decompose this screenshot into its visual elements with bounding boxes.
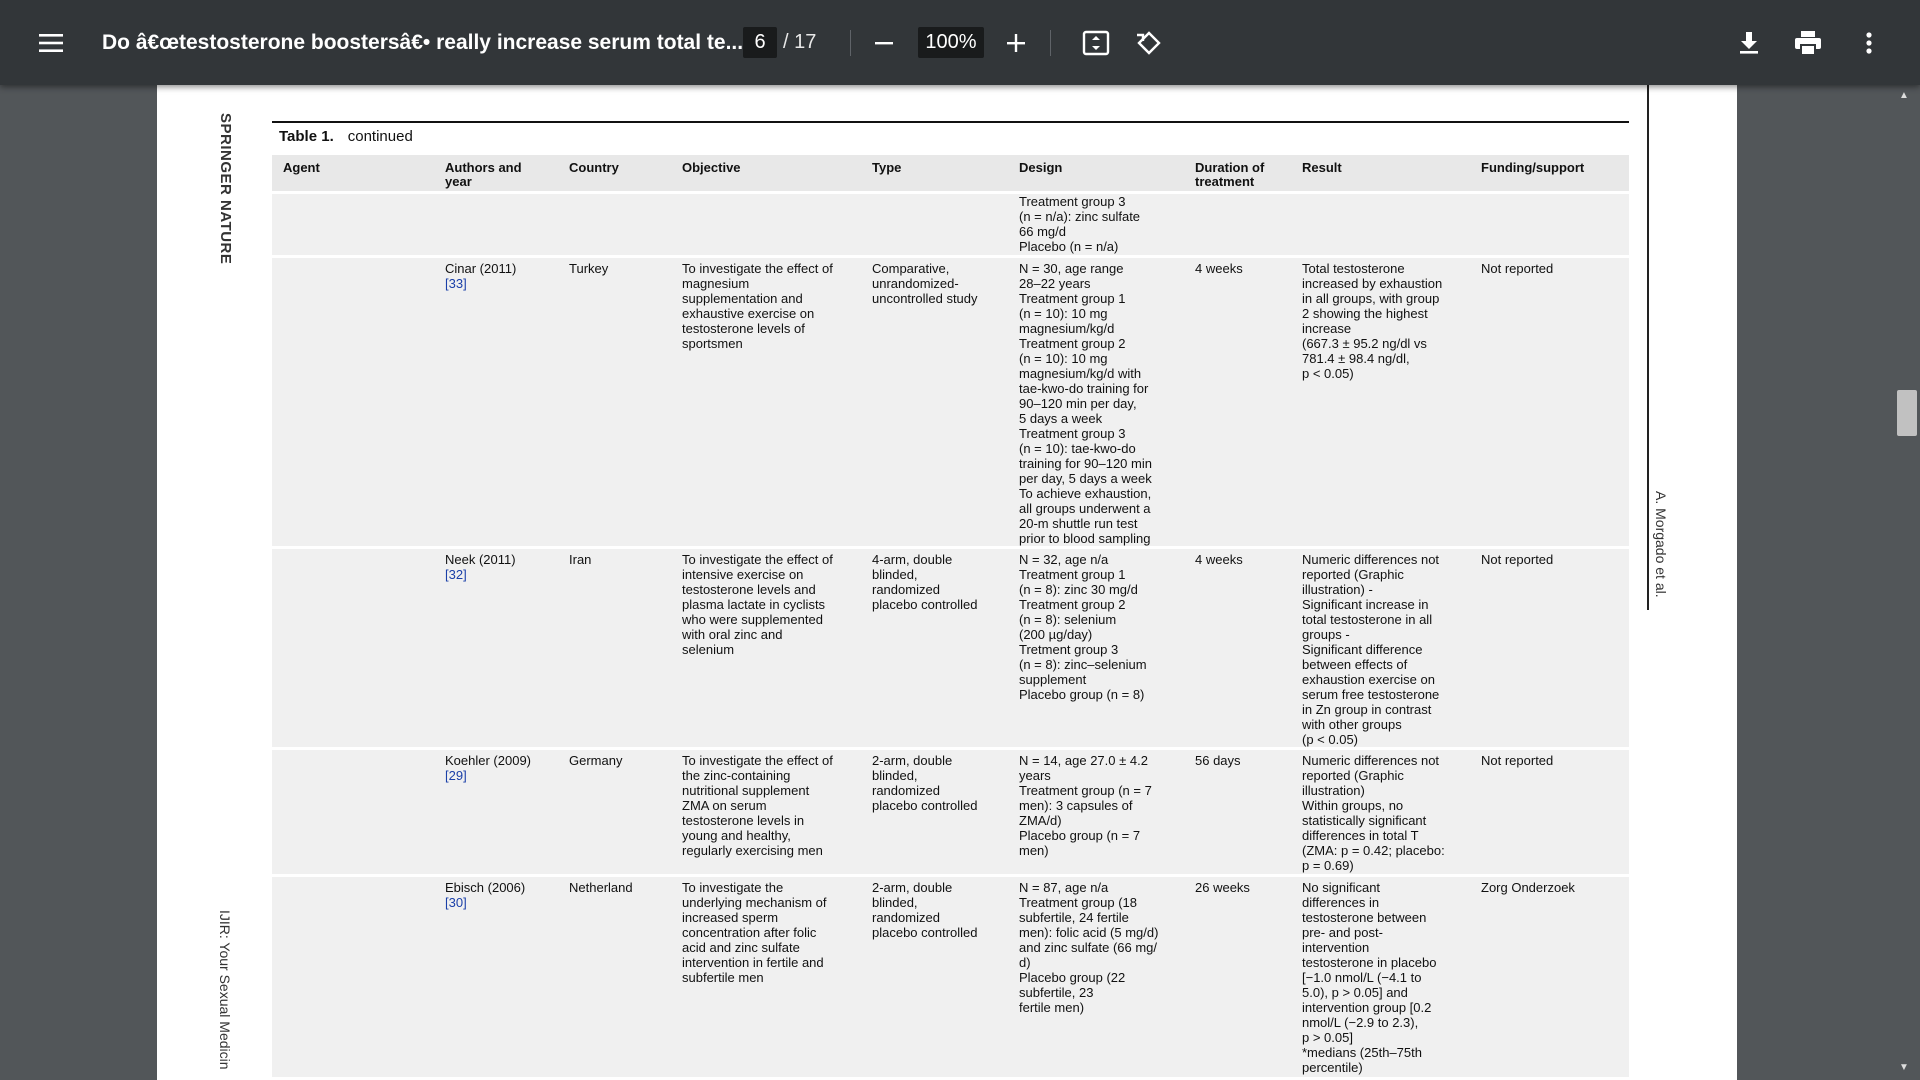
header-funding: Funding/support bbox=[1481, 160, 1585, 175]
header-country: Country bbox=[569, 160, 619, 175]
studies-table: Agent Authors and year Country Objective… bbox=[272, 155, 1629, 1077]
publisher-label: SPRINGER NATURE bbox=[217, 113, 234, 265]
reference-link[interactable]: [29] bbox=[445, 768, 467, 783]
cell-objective: To investigate the effect of intensive e… bbox=[682, 552, 833, 657]
page-number-input[interactable]: 6 bbox=[743, 27, 777, 58]
print-icon bbox=[1795, 30, 1821, 56]
toolbar-divider bbox=[850, 30, 851, 56]
pdf-page: SPRINGER NATURE IJIR: Your Sexual Medici… bbox=[157, 85, 1737, 1080]
author-name: Koehler (2009) bbox=[445, 753, 531, 768]
pdf-toolbar: Do â€œtestosterone boostersâ€• really in… bbox=[0, 0, 1920, 85]
document-title: Do â€œtestosterone boostersâ€• really in… bbox=[102, 30, 744, 54]
reference-link[interactable]: [33] bbox=[445, 276, 467, 291]
author-name: Cinar (2011) bbox=[445, 261, 517, 276]
cell-objective: To investigate the effect of the zinc-co… bbox=[682, 753, 833, 858]
download-icon bbox=[1740, 31, 1758, 54]
toolbar-divider bbox=[1050, 30, 1051, 56]
cell-duration: 26 weeks bbox=[1195, 880, 1250, 895]
print-button[interactable] bbox=[1790, 0, 1826, 85]
table-caption: Table 1. continued bbox=[279, 128, 413, 145]
zoom-out-icon bbox=[875, 41, 893, 44]
cell-authors: Neek (2011) [32] bbox=[445, 552, 516, 582]
cell-objective: To investigate the effect of magnesium s… bbox=[682, 261, 833, 351]
cell-country: Germany bbox=[569, 753, 623, 768]
table-caption-label: Table 1. bbox=[279, 128, 334, 145]
cell-type: 2-arm, double blinded, randomized placeb… bbox=[872, 753, 978, 813]
scrollbar-thumb[interactable] bbox=[1897, 390, 1917, 436]
cell-design: Treatment group 3 (n = n/a): zinc sulfat… bbox=[1019, 194, 1141, 254]
cell-design: N = 14, age 27.0 ± 4.2 years Treatment g… bbox=[1019, 753, 1152, 858]
zoom-in-icon bbox=[1007, 33, 1025, 52]
scroll-down-arrow-icon[interactable]: ▼ bbox=[1899, 1062, 1909, 1073]
rotate-button[interactable] bbox=[1131, 0, 1167, 85]
journal-label: IJIR: Your Sexual Medicin bbox=[217, 910, 233, 1070]
cell-design: N = 32, age n/a Treatment group 1 (n = 8… bbox=[1019, 552, 1147, 702]
cell-result: Numeric differences not reported (Graphi… bbox=[1302, 552, 1440, 747]
rotate-icon bbox=[1137, 30, 1161, 55]
table-row: Ebisch (2006) [30] Netherland To investig… bbox=[272, 874, 1629, 1077]
cell-country: Turkey bbox=[569, 261, 609, 276]
header-duration: Duration of treatment bbox=[1195, 160, 1265, 189]
cell-result: No significant differences in testostero… bbox=[1302, 880, 1437, 1075]
cell-duration: 4 weeks bbox=[1195, 552, 1243, 567]
author-running-head: A. Morgado et al. bbox=[1653, 491, 1669, 598]
margin-rule bbox=[1647, 85, 1649, 610]
cell-duration: 56 days bbox=[1195, 753, 1241, 768]
cell-type: Comparative, unrandomized- uncontrolled … bbox=[872, 261, 978, 306]
cell-type: 2-arm, double blinded, randomized placeb… bbox=[872, 880, 978, 940]
cell-authors: Ebisch (2006) [30] bbox=[445, 880, 525, 910]
menu-icon bbox=[39, 33, 63, 52]
cell-funding: Not reported bbox=[1481, 753, 1554, 768]
cell-country: Iran bbox=[569, 552, 592, 567]
fit-page-icon bbox=[1082, 30, 1110, 55]
header-type: Type bbox=[872, 160, 902, 175]
header-agent: Agent bbox=[283, 160, 320, 175]
cell-result: Total testosterone increased by exhausti… bbox=[1302, 261, 1443, 381]
menu-button[interactable] bbox=[34, 0, 68, 85]
cell-design: N = 30, age range 28–22 years Treatment … bbox=[1019, 261, 1152, 546]
cell-funding: Not reported bbox=[1481, 261, 1554, 276]
cell-funding: Zorg Onderzoek bbox=[1481, 880, 1575, 895]
zoom-out-button[interactable] bbox=[866, 0, 902, 85]
page-count: / 17 bbox=[783, 31, 817, 53]
vertical-scrollbar[interactable] bbox=[1893, 85, 1920, 1080]
reference-link[interactable]: [30] bbox=[445, 895, 467, 910]
cell-result: Numeric differences not reported (Graphi… bbox=[1302, 753, 1445, 873]
reference-link[interactable]: [32] bbox=[445, 567, 467, 582]
download-button[interactable] bbox=[1731, 0, 1767, 85]
cell-objective: To investigate the underlying mechanism … bbox=[682, 880, 827, 985]
cell-authors: Koehler (2009) [29] bbox=[445, 753, 531, 783]
cell-design: N = 87, age n/a Treatment group (18 subf… bbox=[1019, 880, 1159, 1015]
table-row: Treatment group 3 (n = n/a): zinc sulfat… bbox=[272, 191, 1629, 255]
more-icon bbox=[1866, 31, 1872, 54]
cell-country: Netherland bbox=[569, 880, 633, 895]
cell-funding: Not reported bbox=[1481, 552, 1554, 567]
table-row: Neek (2011) [32] Iran To investigate the … bbox=[272, 546, 1629, 747]
more-actions-button[interactable] bbox=[1851, 0, 1887, 85]
table-top-rule bbox=[272, 121, 1629, 123]
table-row: Koehler (2009) [29] Germany To investigat… bbox=[272, 747, 1629, 874]
header-design: Design bbox=[1019, 160, 1063, 175]
cell-duration: 4 weeks bbox=[1195, 261, 1243, 276]
table-row: Cinar (2011) [33] Turkey To investigate t… bbox=[272, 255, 1629, 546]
zoom-level-input[interactable]: 100% bbox=[918, 27, 984, 58]
header-result: Result bbox=[1302, 160, 1342, 175]
zoom-in-button[interactable] bbox=[998, 0, 1034, 85]
cell-authors: Cinar (2011) [33] bbox=[445, 261, 516, 291]
fit-page-button[interactable] bbox=[1078, 0, 1114, 85]
table-header-row: Agent Authors and year Country Objective… bbox=[272, 155, 1629, 191]
table-caption-text: continued bbox=[347, 128, 413, 145]
header-objective: Objective bbox=[682, 160, 741, 175]
author-name: Neek (2011) bbox=[445, 552, 516, 567]
author-name: Ebisch (2006) bbox=[445, 880, 526, 895]
scroll-up-arrow-icon[interactable]: ▲ bbox=[1899, 90, 1909, 101]
header-authors: Authors and year bbox=[445, 160, 522, 189]
cell-type: 4-arm, double blinded, randomized placeb… bbox=[872, 552, 978, 612]
